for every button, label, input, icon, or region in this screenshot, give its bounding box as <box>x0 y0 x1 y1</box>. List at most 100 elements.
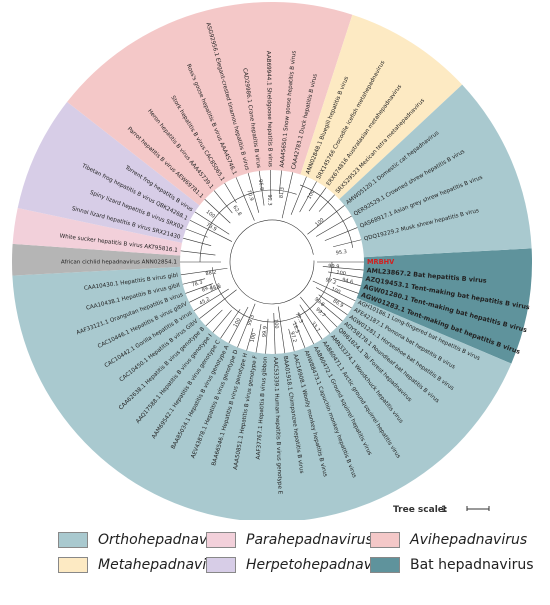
bootstrap-value: 81.3 <box>278 187 285 199</box>
leaf-label: MRBHV <box>367 258 395 266</box>
branch-line <box>194 211 230 235</box>
branch-line <box>237 303 256 348</box>
tree-branches <box>180 170 364 354</box>
branch-line <box>324 227 358 241</box>
bootstrap-value: 97.2 <box>325 277 337 286</box>
tree-center-area <box>180 170 364 354</box>
bootstrap-value: 77.3 <box>294 312 304 325</box>
legend-label: Parahepadnavirus <box>246 532 373 548</box>
legend: Orthohepadnavirus Parahepadnavirus Avihe… <box>0 522 550 605</box>
branch-line <box>204 199 231 224</box>
branch-line <box>299 304 323 340</box>
branch-line <box>278 170 282 194</box>
leaf-label: AAC53339.1 Human hepatitis B virus genot… <box>272 357 283 495</box>
bootstrap-value: 92.3 <box>266 194 272 205</box>
bootstrap-value: 99.8 <box>313 296 325 308</box>
bootstrap-value: 94.6 <box>341 277 353 286</box>
branch-arc <box>229 219 315 305</box>
legend-label: Bat hepadnavirus <box>410 557 534 573</box>
branch-line <box>265 318 269 354</box>
bootstrap-value: 100 <box>336 270 346 277</box>
branch-line <box>224 182 237 204</box>
bootstrap-value: 73.9 <box>205 222 218 233</box>
branch-line <box>180 250 216 256</box>
branch-arc <box>199 189 297 263</box>
branch-line <box>247 173 260 213</box>
legend-label: Avihepadnavirus <box>410 532 528 548</box>
bootstrap-value: 89.3 <box>201 284 214 294</box>
branch-line <box>246 328 254 351</box>
legend-swatch <box>206 557 236 573</box>
branch-line <box>183 237 212 246</box>
branch-line <box>320 302 343 322</box>
branch-line <box>255 323 262 353</box>
bootstrap-value: 100 <box>314 217 325 228</box>
branch-line <box>270 170 272 200</box>
branch-line <box>189 286 221 303</box>
bootstrap-value: 95.3 <box>335 249 347 256</box>
legend-label: Herpetohepadnavirus <box>246 557 398 573</box>
bootstrap-value: 100 <box>273 319 280 329</box>
branch-line <box>297 312 315 345</box>
branch-line <box>213 190 233 214</box>
bootstrap-value: 33.7 <box>310 321 321 334</box>
legend-swatch <box>370 557 400 573</box>
branch-line <box>212 310 232 333</box>
branch-line <box>336 285 359 294</box>
branch-line <box>307 205 345 235</box>
bootstrap-value: 96.8 <box>257 179 264 191</box>
branch-line <box>189 219 233 242</box>
branch-line <box>333 239 362 248</box>
branch-line <box>180 267 228 276</box>
legend-item-metahepadnavirus: Metahepadnavirus <box>58 555 228 575</box>
bootstrap-value: 97.2 <box>289 331 298 343</box>
branch-line <box>288 328 295 352</box>
branch-line <box>281 172 293 219</box>
branch-line <box>199 289 237 319</box>
legend-item-parahepadnavirus: Parahepadnavirus <box>206 530 373 550</box>
tree-scale-value: 1 <box>441 505 447 515</box>
branch-line <box>185 283 213 294</box>
legend-label: Metahepadnavirus <box>98 557 229 573</box>
legend-item-bat-hepadnavirus: Bat hepadnavirus <box>370 555 534 575</box>
branch-line <box>332 278 361 287</box>
branch-line <box>328 271 363 279</box>
legend-swatch <box>206 532 236 548</box>
branch-line <box>318 194 335 212</box>
bootstrap-value: 16.5 <box>291 322 300 335</box>
bootstrap-value: 99.9 <box>262 326 269 338</box>
bootstrap-value: 100 <box>205 209 216 220</box>
clade-sectors <box>11 1 532 520</box>
branch-line <box>186 228 208 238</box>
bootstrap-value: 100 <box>232 317 242 328</box>
branch-arc <box>211 261 333 323</box>
branch-line <box>220 309 241 339</box>
branch-line <box>273 312 276 354</box>
sector-orthohepadnavirus-main <box>12 262 512 520</box>
branch-line <box>318 294 348 316</box>
tree-scale: Tree scale: 1 <box>393 505 490 515</box>
branch-line <box>235 177 255 221</box>
branch-line <box>316 215 352 237</box>
bootstrap-value: 70.9 <box>245 189 254 201</box>
legend-swatch <box>370 532 400 548</box>
branch-line <box>316 287 352 309</box>
legend-swatch <box>58 532 88 548</box>
leaf-label: AAB69944.1 Sheldgoose hepatitis B virus <box>265 51 273 167</box>
bootstrap-value: 100 <box>306 189 316 200</box>
tree-scale-label: Tree scale: <box>393 505 447 515</box>
bootstrap-value: 100 <box>330 286 341 295</box>
branch-arc <box>299 184 354 248</box>
branch-line <box>182 278 206 285</box>
branch-line <box>294 320 306 348</box>
bootstrap-value: 100 <box>250 332 258 343</box>
branch-line <box>320 310 338 328</box>
bootstrap-value: 99.3 <box>247 314 256 327</box>
branch-line <box>290 176 307 215</box>
bootstrap-value: 88.6 <box>209 283 222 293</box>
branch-line <box>312 280 356 302</box>
branch-line <box>258 170 265 206</box>
branch-line <box>277 306 286 354</box>
branch-line <box>308 187 327 212</box>
